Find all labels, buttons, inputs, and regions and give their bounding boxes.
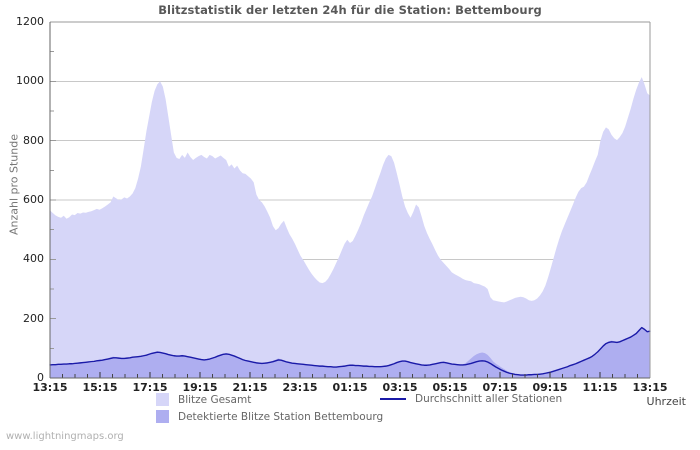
x-tick-label: 23:15	[282, 381, 318, 394]
x-tick-label: 17:15	[132, 381, 168, 394]
legend-label-station: Detektierte Blitze Station Bettembourg	[178, 410, 384, 423]
chart-title: Blitzstatistik der letzten 24h für die S…	[158, 3, 542, 17]
y-tick-label: 200	[23, 311, 44, 325]
y-axis-title: Anzahl pro Stunde	[7, 134, 21, 236]
legend-item-total: Blitze Gesamt	[156, 393, 251, 406]
x-tick-label: 01:15	[332, 381, 368, 394]
legend-swatch-station	[156, 410, 169, 423]
legend-label-average: Durchschnitt aller Stationen	[415, 393, 563, 405]
y-tick-label: 800	[23, 133, 44, 147]
series-layer	[49, 77, 651, 379]
x-tick-label: 09:15	[532, 381, 568, 394]
x-tick-label: 03:15	[382, 381, 418, 394]
x-tick-label: 19:15	[182, 381, 218, 394]
x-tick-label: 15:15	[82, 381, 118, 394]
legend-label-total: Blitze Gesamt	[178, 393, 252, 406]
chart-legend: Blitze Gesamt Detektierte Blitze Station…	[0, 391, 700, 425]
y-tick-label: 1200	[16, 15, 44, 28]
legend-item-station: Detektierte Blitze Station Bettembourg	[156, 410, 383, 423]
legend-item-average: Durchschnitt aller Stationen	[380, 393, 562, 405]
legend-swatch-average	[380, 398, 406, 400]
site-footer: www.lightningmaps.org	[6, 431, 124, 442]
x-tick-label: 07:15	[482, 381, 518, 394]
plot-frame	[49, 21, 651, 379]
x-tick-label: 21:15	[232, 381, 268, 394]
y-tick-label: 400	[23, 252, 44, 266]
x-tick-label: 11:15	[582, 381, 618, 394]
x-axis-title: Uhrzeit	[646, 395, 686, 408]
y-tick-label: 600	[23, 193, 44, 206]
x-tick-label: 13:15	[632, 381, 668, 394]
y-tick-label: 0	[37, 371, 44, 384]
x-tick-label: 13:15	[32, 381, 68, 394]
y-tick-label: 1000	[16, 74, 44, 88]
legend-swatch-total	[156, 393, 169, 406]
x-tick-label: 05:15	[432, 381, 468, 394]
